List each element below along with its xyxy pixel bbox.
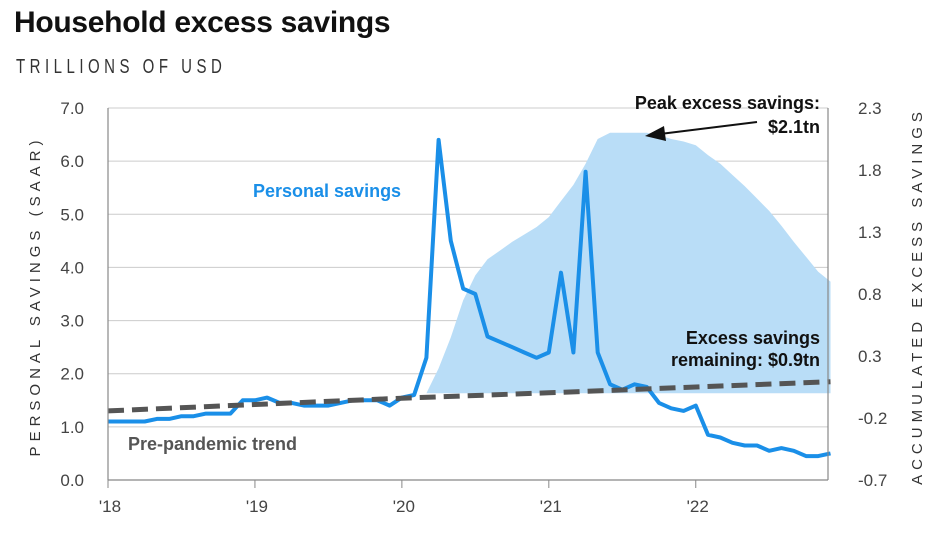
remaining-annotation-line1: Excess savings — [686, 328, 820, 348]
excess-savings-area — [426, 132, 831, 394]
y-left-tick-label: 0.0 — [60, 471, 84, 490]
excess-savings-area-fill — [426, 132, 831, 394]
pre-pandemic-trend-label: Pre-pandemic trend — [128, 434, 297, 454]
y-right-tick-label: 0.3 — [858, 347, 882, 366]
peak-annotation-line2: $2.1tn — [768, 117, 820, 137]
y-axis-left-label: PERSONAL SAVINGS (SAAR) — [27, 136, 44, 457]
axes — [107, 108, 829, 488]
x-tick-label: '21 — [540, 497, 562, 516]
x-tick-label: '20 — [393, 497, 415, 516]
pre-pandemic-trend-line — [107, 379, 831, 414]
y-right-tick-label: 1.3 — [858, 223, 882, 242]
y-right-tick-label: 2.3 — [858, 99, 882, 118]
y-left-tick-label: 3.0 — [60, 312, 84, 331]
peak-arrow — [645, 121, 758, 141]
x-tick-label: '22 — [687, 497, 709, 516]
remaining-annotation-line2: remaining: $0.9tn — [671, 350, 820, 370]
chart-subtitle: TRILLIONS OF USD — [16, 56, 227, 78]
y-axis-right-label: ACCUMULATED EXCESS SAVINGS — [909, 107, 926, 485]
y-left-tick-label: 5.0 — [60, 205, 84, 224]
y-right-tick-label: -0.7 — [858, 471, 887, 490]
y-left-tick-label: 7.0 — [60, 99, 84, 118]
personal-savings-label: Personal savings — [253, 181, 401, 201]
y-right-tick-label: -0.2 — [858, 409, 887, 428]
y-left-tick-label: 4.0 — [60, 258, 84, 277]
y-left-tick-label: 1.0 — [60, 418, 84, 437]
y-left-tick-label: 2.0 — [60, 365, 84, 384]
y-left-tick-label: 6.0 — [60, 152, 84, 171]
y-right-tick-label: 0.8 — [858, 285, 882, 304]
chart-title: Household excess savings — [14, 6, 391, 39]
tick-labels: 0.0 1.0 2.0 3.0 4.0 5.0 6.0 7.0 -0.7 -0.2 0.3 0.8 1.… — [60, 99, 887, 516]
peak-annotation-line1: Peak excess savings: — [635, 93, 820, 113]
x-tick-label: '19 — [246, 497, 268, 516]
personal-savings-line — [108, 137, 831, 459]
y-right-tick-label: 1.8 — [858, 161, 882, 180]
series-lines — [107, 137, 831, 459]
x-tick-label: '18 — [99, 497, 121, 516]
